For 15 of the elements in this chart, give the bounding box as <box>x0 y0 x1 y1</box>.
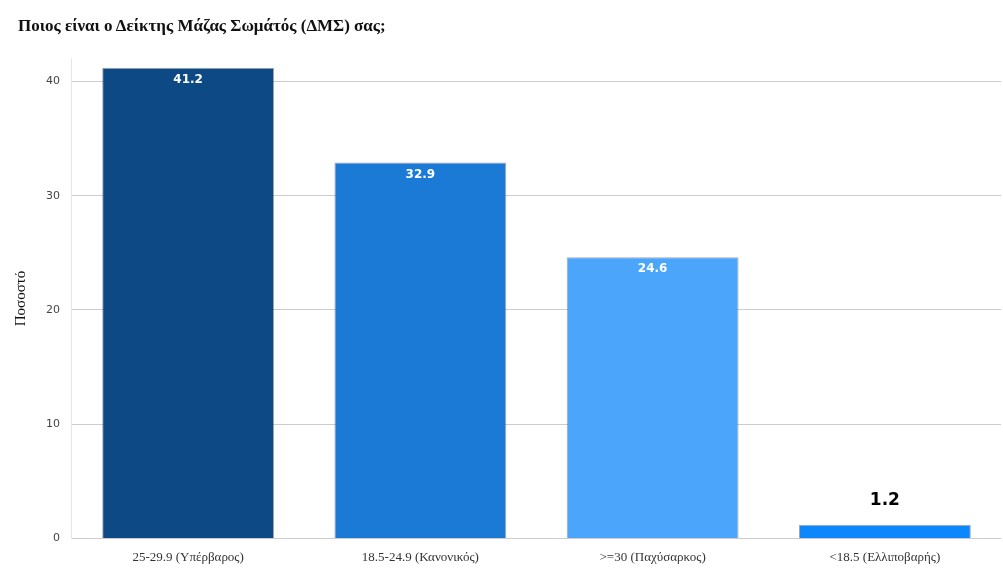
y-tick-label: 0 <box>53 531 60 545</box>
x-tick-label: 18.5-24.9 (Κανονικός) <box>361 548 479 564</box>
y-axis-title: Ποσοστό <box>11 270 28 327</box>
y-tick-label: 20 <box>46 302 60 316</box>
x-tick-label: >=30 (Παχύσαρκος) <box>599 548 706 564</box>
y-tick-label: 10 <box>46 417 60 431</box>
data-label: 1.2 <box>869 488 900 509</box>
data-label: 32.9 <box>405 166 436 181</box>
y-tick-label: 40 <box>46 74 60 88</box>
x-tick-label: 25-29.9 (Υπέρβαρος) <box>132 548 244 564</box>
data-label: 41.2 <box>173 71 203 86</box>
data-label: 24.6 <box>637 261 668 276</box>
y-tick-label: 30 <box>46 188 60 202</box>
x-tick-label: <18.5 (Ελλιποβαρής) <box>829 548 941 564</box>
chart-title: Ποιος είναι ο Δείκτης Μάζας Σωμάτός (ΔΜΣ) σας; <box>18 16 386 36</box>
